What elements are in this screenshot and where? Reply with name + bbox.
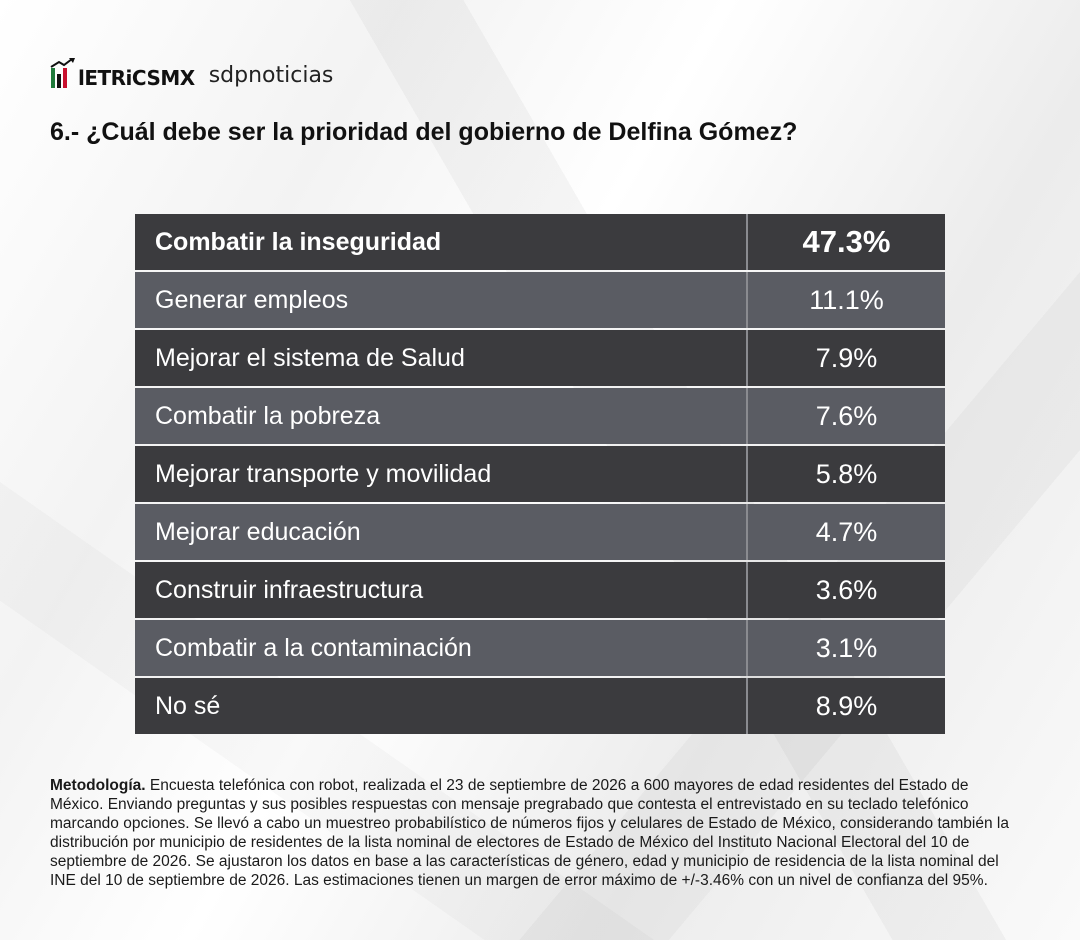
row-value: 3.1% <box>815 632 878 663</box>
row-value: 8.9% <box>815 690 878 721</box>
row-value: 7.9% <box>815 342 878 373</box>
question-title: 6.- ¿Cuál debe ser la prioridad del gobi… <box>50 118 798 146</box>
brand-header: lETRiCSMX sdpnoticias <box>50 48 333 88</box>
table-row: No sé 8.9% <box>135 678 945 734</box>
row-label: No sé <box>135 678 748 734</box>
row-value: 7.6% <box>815 400 878 431</box>
metricsmx-logo-icon <box>50 58 75 88</box>
table-row: Combatir a la contaminación 3.1% <box>135 620 945 676</box>
row-label: Mejorar transporte y movilidad <box>135 446 748 502</box>
table-row: Construir infraestructura 3.6% <box>135 562 945 618</box>
sdpnoticias-logo: sdpnoticias <box>208 63 334 88</box>
row-label: Generar empleos <box>135 272 748 328</box>
table-row: Mejorar transporte y movilidad 5.8% <box>135 446 945 502</box>
row-label: Combatir la inseguridad <box>135 214 748 270</box>
row-value: 47.3% <box>802 224 891 259</box>
results-table: Combatir la inseguridad 47.3% Generar empl… <box>135 214 945 734</box>
row-label: Mejorar el sistema de Salud <box>135 330 748 386</box>
row-value: 5.8% <box>815 458 878 489</box>
row-value: 4.7% <box>815 516 878 547</box>
row-label: Construir infraestructura <box>135 562 748 618</box>
metricsmx-logo: lETRiCSMX <box>50 58 195 88</box>
row-value: 11.1% <box>809 284 884 315</box>
methodology-heading: Metodología. <box>50 777 146 794</box>
row-label: Combatir a la contaminación <box>135 620 748 676</box>
methodology-text: Encuesta telefónica con robot, realizada… <box>50 777 1009 889</box>
table-row: Mejorar educación 4.7% <box>135 504 945 560</box>
table-row: Combatir la inseguridad 47.3% <box>135 214 945 270</box>
table-row: Combatir la pobreza 7.6% <box>135 388 945 444</box>
row-label: Mejorar educación <box>135 504 748 560</box>
row-value: 3.6% <box>815 574 878 605</box>
table-row: Generar empleos 11.1% <box>135 272 945 328</box>
table-row: Mejorar el sistema de Salud 7.9% <box>135 330 945 386</box>
row-label: Combatir la pobreza <box>135 388 748 444</box>
methodology-note: Metodología. Encuesta telefónica con rob… <box>50 776 1025 890</box>
metricsmx-logo-text: lETRiCSMX <box>78 66 195 90</box>
